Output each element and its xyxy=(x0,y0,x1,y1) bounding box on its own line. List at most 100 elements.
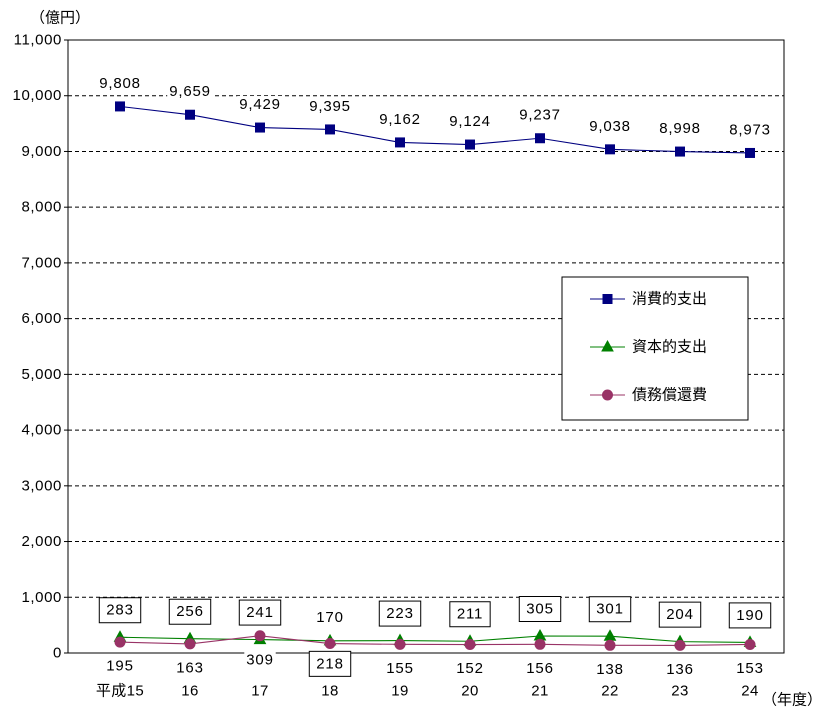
legend-item-consumption-expenditure: 消費的支出 xyxy=(590,291,707,308)
data-label-consumption-expenditure-background xyxy=(237,96,283,114)
legend-label-debt-repayment: 債務償還費 xyxy=(632,387,707,404)
plot-frame xyxy=(67,39,785,654)
data-point-consumption-expenditure xyxy=(535,133,545,144)
data-label-debt-repayment-background xyxy=(384,659,416,677)
data-label-debt-repayment: 170 xyxy=(316,609,343,626)
data-label-debt-repayment-group: 152 xyxy=(454,660,486,678)
data-label-capital-expenditure-group: 218 xyxy=(308,650,352,677)
data-label-debt-repayment-background xyxy=(524,659,556,677)
data-point-debt-repayment xyxy=(114,636,126,648)
x-tick-label: 18 xyxy=(321,683,339,700)
data-label-capital-expenditure-background xyxy=(728,602,772,629)
data-label-consumption-expenditure: 9,124 xyxy=(449,113,491,130)
data-label-capital-expenditure: 241 xyxy=(246,604,273,621)
data-label-capital-expenditure-background xyxy=(658,601,702,628)
data-label-debt-repayment-group: 136 xyxy=(664,660,696,678)
legend-marker-capital-expenditure xyxy=(601,339,614,352)
data-label-debt-repayment: 138 xyxy=(596,661,623,678)
legend-label-capital-expenditure: 資本的支出 xyxy=(632,339,707,356)
data-label-debt-repayment-background xyxy=(314,609,346,627)
y-tick-label: 11,000 xyxy=(14,32,62,49)
data-point-consumption-expenditure xyxy=(465,139,475,150)
y-tick-label: 10,000 xyxy=(13,87,62,104)
data-label-debt-repayment: 136 xyxy=(666,661,693,678)
legend-item-debt-repayment: 債務償還費 xyxy=(590,387,707,404)
data-point-capital-expenditure xyxy=(533,628,547,641)
data-label-debt-repayment-background xyxy=(734,659,766,677)
data-point-debt-repayment xyxy=(324,638,336,650)
x-tick-label: 16 xyxy=(181,683,199,700)
data-label-consumption-expenditure-group: 8,973 xyxy=(727,121,773,139)
x-tick-label: 23 xyxy=(671,683,689,700)
data-label-capital-expenditure-background xyxy=(518,596,562,623)
data-label-capital-expenditure: 256 xyxy=(176,603,203,620)
data-label-capital-expenditure-group: 301 xyxy=(588,596,632,623)
data-label-consumption-expenditure: 8,998 xyxy=(659,120,701,137)
data-label-capital-expenditure-background xyxy=(449,601,491,628)
data-label-consumption-expenditure: 9,162 xyxy=(379,111,421,128)
data-label-capital-expenditure-group: 241 xyxy=(238,599,282,626)
data-label-consumption-expenditure: 8,973 xyxy=(729,121,771,138)
data-label-consumption-expenditure-background xyxy=(657,120,703,138)
data-label-capital-expenditure-background xyxy=(308,650,352,677)
x-tick-label: 17 xyxy=(251,683,269,700)
data-label-debt-repayment: 156 xyxy=(526,660,553,677)
x-tick-label: 20 xyxy=(461,683,479,700)
legend-box xyxy=(561,276,749,421)
data-label-debt-repayment-background xyxy=(104,657,136,675)
data-label-consumption-expenditure-background xyxy=(517,106,563,124)
data-label-capital-expenditure: 218 xyxy=(316,655,343,672)
data-label-consumption-expenditure-group: 9,429 xyxy=(237,96,283,114)
data-label-capital-expenditure-group: 190 xyxy=(728,602,772,629)
series-layer xyxy=(113,101,757,651)
data-label-consumption-expenditure-group: 9,808 xyxy=(97,74,143,92)
data-point-consumption-expenditure xyxy=(675,146,685,157)
y-tick-label: 5,000 xyxy=(21,366,62,383)
data-point-consumption-expenditure xyxy=(255,122,265,133)
y-tick-label: 7,000 xyxy=(21,254,62,271)
data-point-debt-repayment xyxy=(464,639,476,651)
gridlines-layer xyxy=(68,95,784,598)
data-label-consumption-expenditure: 9,395 xyxy=(309,98,351,115)
data-label-capital-expenditure-group: 256 xyxy=(168,598,212,625)
data-point-debt-repayment xyxy=(744,638,756,650)
y-tick-label: 9,000 xyxy=(21,143,62,160)
data-label-debt-repayment-background xyxy=(594,660,626,678)
x-tick-label: 22 xyxy=(601,683,619,700)
y-tick-label: 6,000 xyxy=(21,310,62,327)
axes-layer: 0 1,000 2,000 3,000 4,000 5,000 6,000 7,000 8,00… xyxy=(13,32,785,700)
legend-label-consumption-expenditure: 消費的支出 xyxy=(632,291,707,308)
data-label-consumption-expenditure-group: 9,162 xyxy=(377,110,423,128)
data-point-consumption-expenditure xyxy=(115,101,125,112)
data-label-consumption-expenditure-group: 9,124 xyxy=(447,113,493,131)
data-label-debt-repayment-group: 170 xyxy=(314,609,346,627)
x-tick-label: 24 xyxy=(741,683,759,700)
x-tick-label: 平成15 xyxy=(96,683,144,700)
data-label-capital-expenditure: 211 xyxy=(457,606,483,623)
data-label-capital-expenditure-group: 204 xyxy=(658,601,702,628)
data-point-debt-repayment xyxy=(184,638,196,650)
data-point-debt-repayment xyxy=(674,639,686,651)
y-tick-label: 1,000 xyxy=(21,589,62,606)
legend-marker-debt-repayment xyxy=(602,389,613,401)
x-tick-label: 21 xyxy=(531,683,549,700)
data-label-debt-repayment-background xyxy=(454,660,486,678)
series-line-capital-expenditure xyxy=(119,635,751,643)
data-label-consumption-expenditure-background xyxy=(377,110,423,128)
data-label-debt-repayment: 163 xyxy=(176,659,203,676)
legend-marker-consumption-expenditure xyxy=(602,294,613,304)
data-label-capital-expenditure-background xyxy=(98,597,142,624)
data-label-capital-expenditure-group: 305 xyxy=(518,596,562,623)
data-label-debt-repayment: 152 xyxy=(456,660,483,677)
data-label-capital-expenditure-group: 283 xyxy=(98,597,142,624)
data-label-capital-expenditure-background xyxy=(588,596,632,623)
data-point-consumption-expenditure xyxy=(605,144,615,155)
data-point-capital-expenditure xyxy=(603,629,617,641)
data-label-debt-repayment: 309 xyxy=(246,651,273,668)
data-label-consumption-expenditure: 9,659 xyxy=(169,83,211,100)
data-label-capital-expenditure-background xyxy=(378,600,422,627)
data-point-consumption-expenditure xyxy=(395,137,405,148)
data-label-consumption-expenditure-group: 9,395 xyxy=(307,97,353,115)
y-tick-label: 0 xyxy=(53,645,62,662)
